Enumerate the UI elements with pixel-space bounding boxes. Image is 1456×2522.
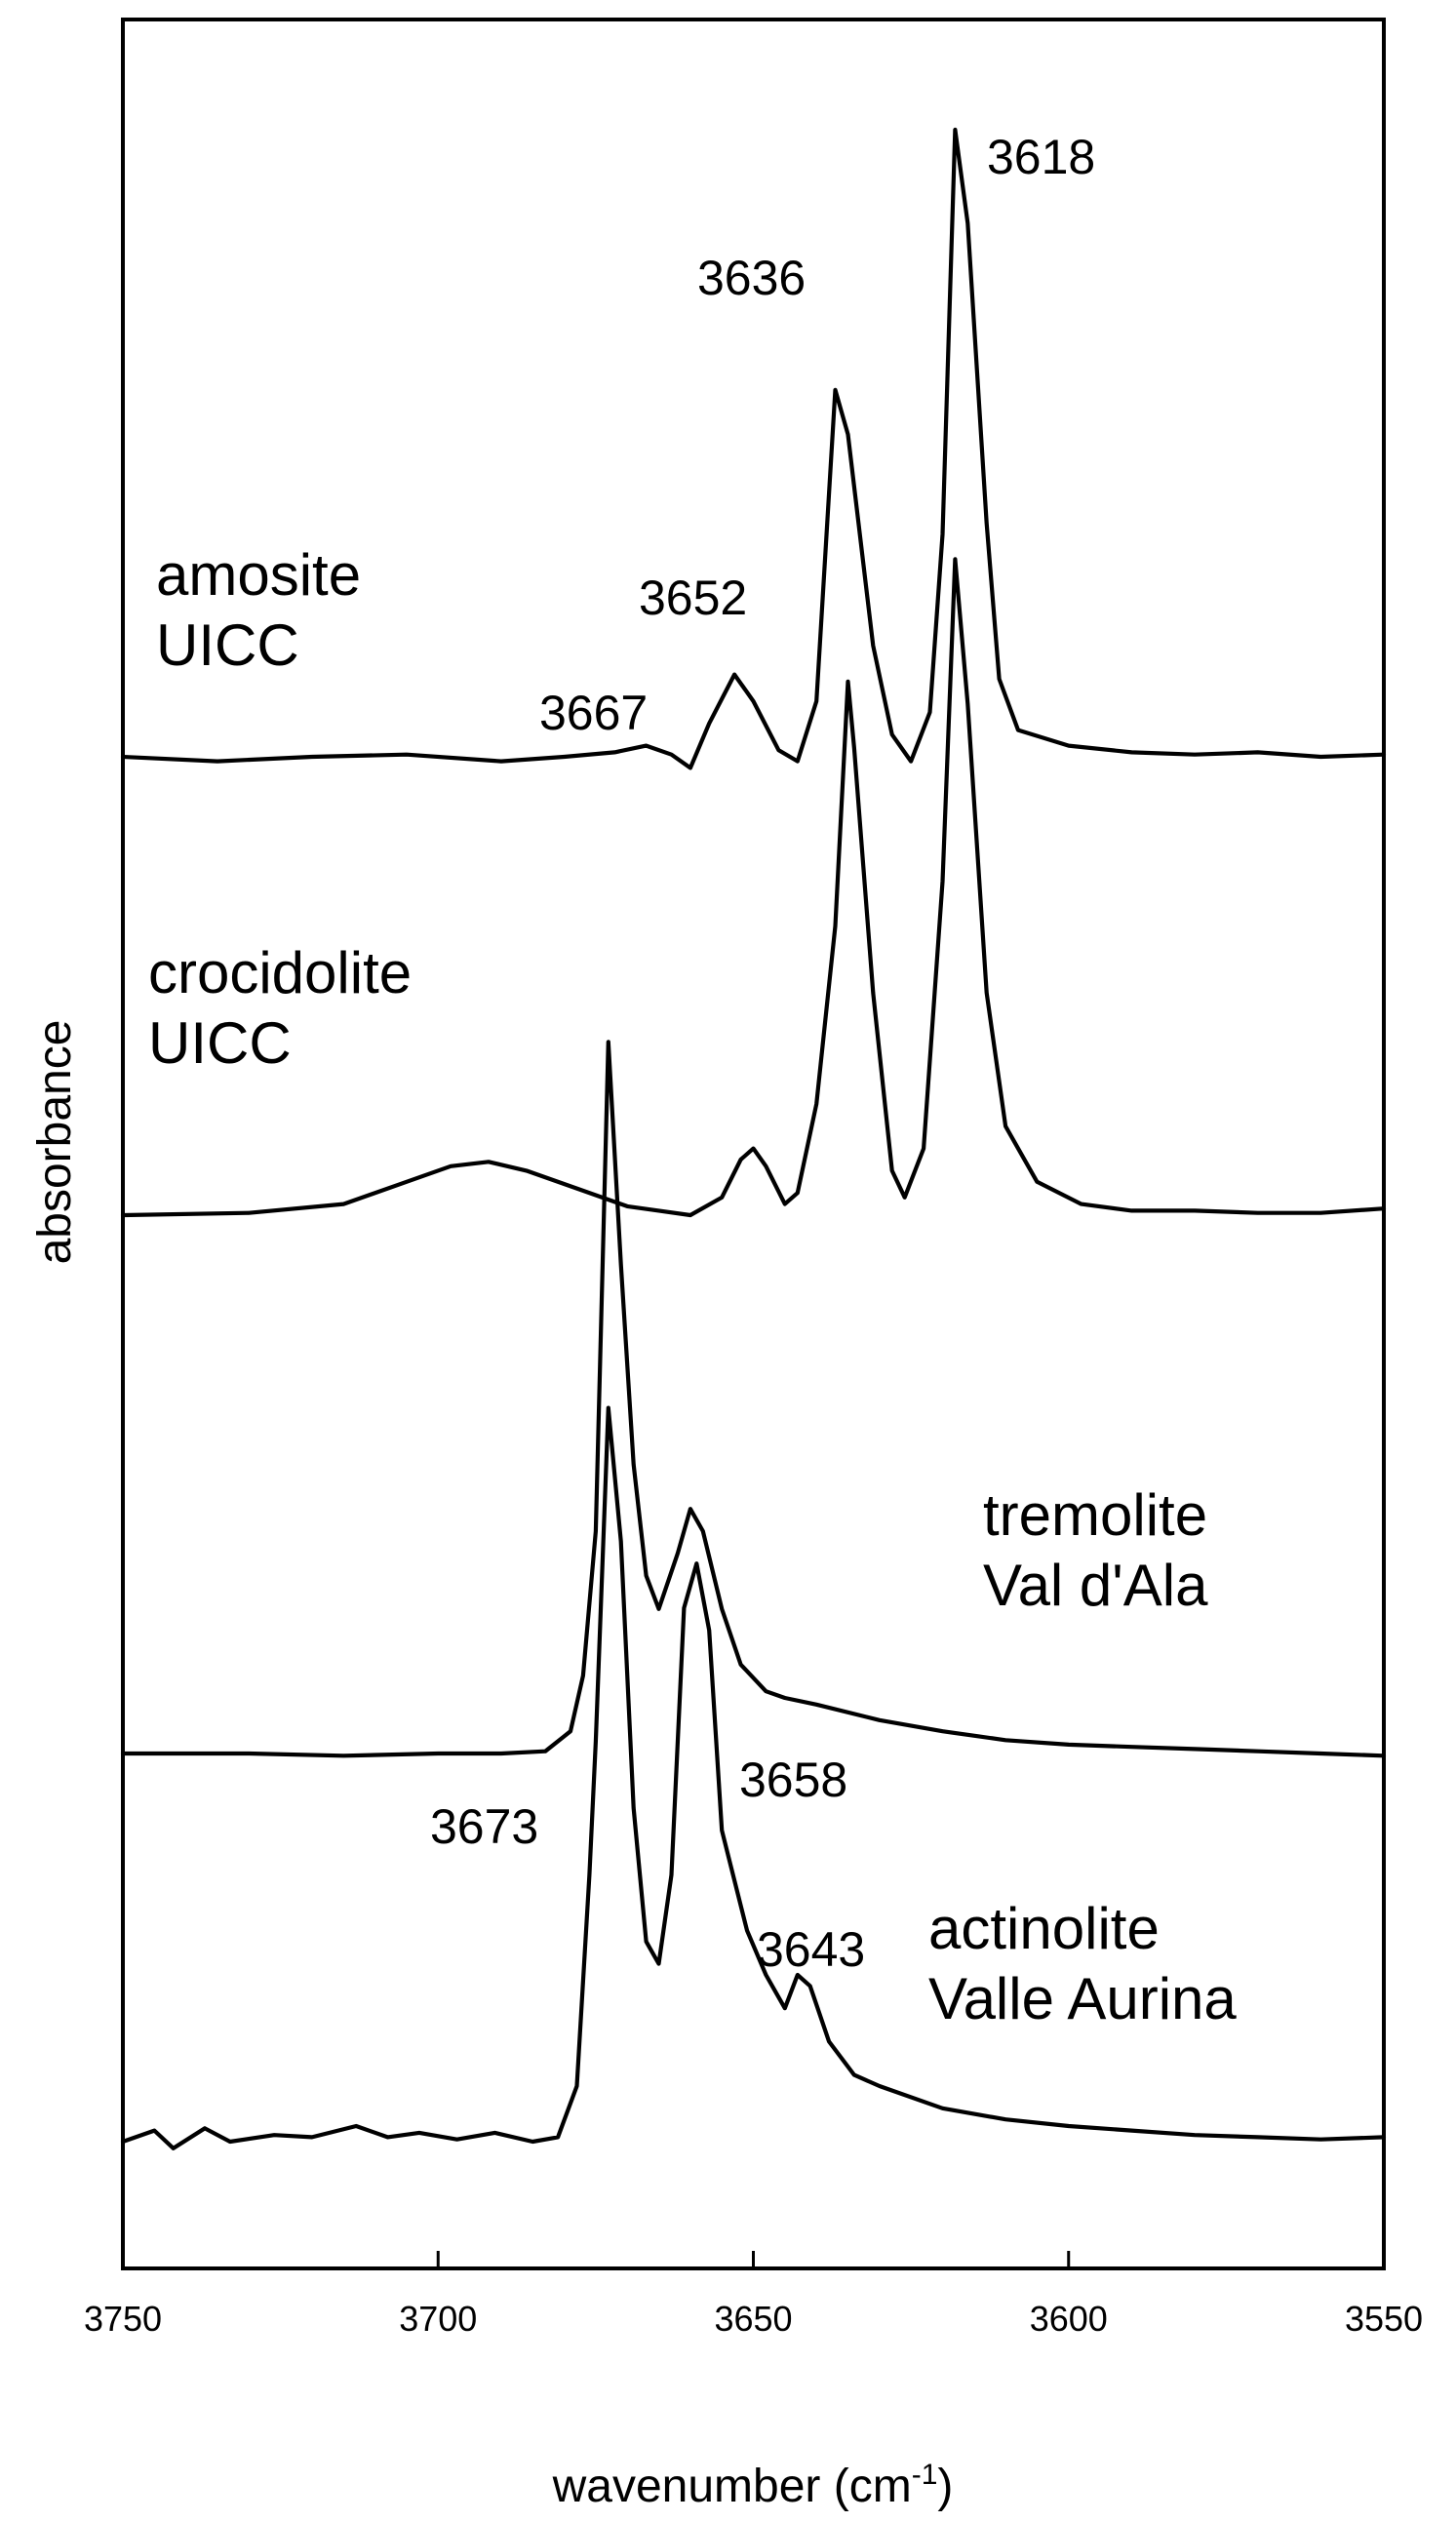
series-label-tremolite: tremolite Val d'Ala (983, 1482, 1208, 1618)
x-tick-label: 3750 (84, 2299, 162, 2339)
peak-label-3618: 3618 (987, 130, 1095, 184)
peak-label-3643: 3643 (757, 1922, 865, 1977)
x-tick-label: 3650 (714, 2299, 792, 2339)
spectra-traces (120, 127, 1387, 2150)
peak-label-3667: 3667 (539, 686, 648, 740)
trace-actinolite (120, 1405, 1387, 2150)
x-tick-label: 3550 (1345, 2299, 1423, 2339)
trace-crocidolite (120, 557, 1387, 1218)
x-tick-label: 3600 (1030, 2299, 1108, 2339)
trace-amosite (120, 127, 1387, 770)
plot-frame (121, 18, 1386, 2270)
series-label-amosite: amosite UICC (156, 542, 361, 678)
y-axis-title: absorbance (29, 1020, 81, 1265)
x-ticks: 3750 3700 3650 3600 3550 (84, 2251, 1423, 2339)
trace-tremolite (120, 1040, 1387, 1758)
series-label-crocidolite: crocidolite UICC (148, 940, 412, 1076)
x-axis-title: wavenumber (cm-1) (552, 2459, 954, 2512)
peak-label-3636: 3636 (697, 251, 806, 305)
peak-label-3652: 3652 (639, 571, 747, 625)
peak-label-3658: 3658 (739, 1753, 847, 1807)
peak-label-3673: 3673 (430, 1799, 538, 1854)
series-label-actinolite: actinolite Valle Aurina (928, 1896, 1237, 2031)
x-tick-label: 3700 (399, 2299, 477, 2339)
